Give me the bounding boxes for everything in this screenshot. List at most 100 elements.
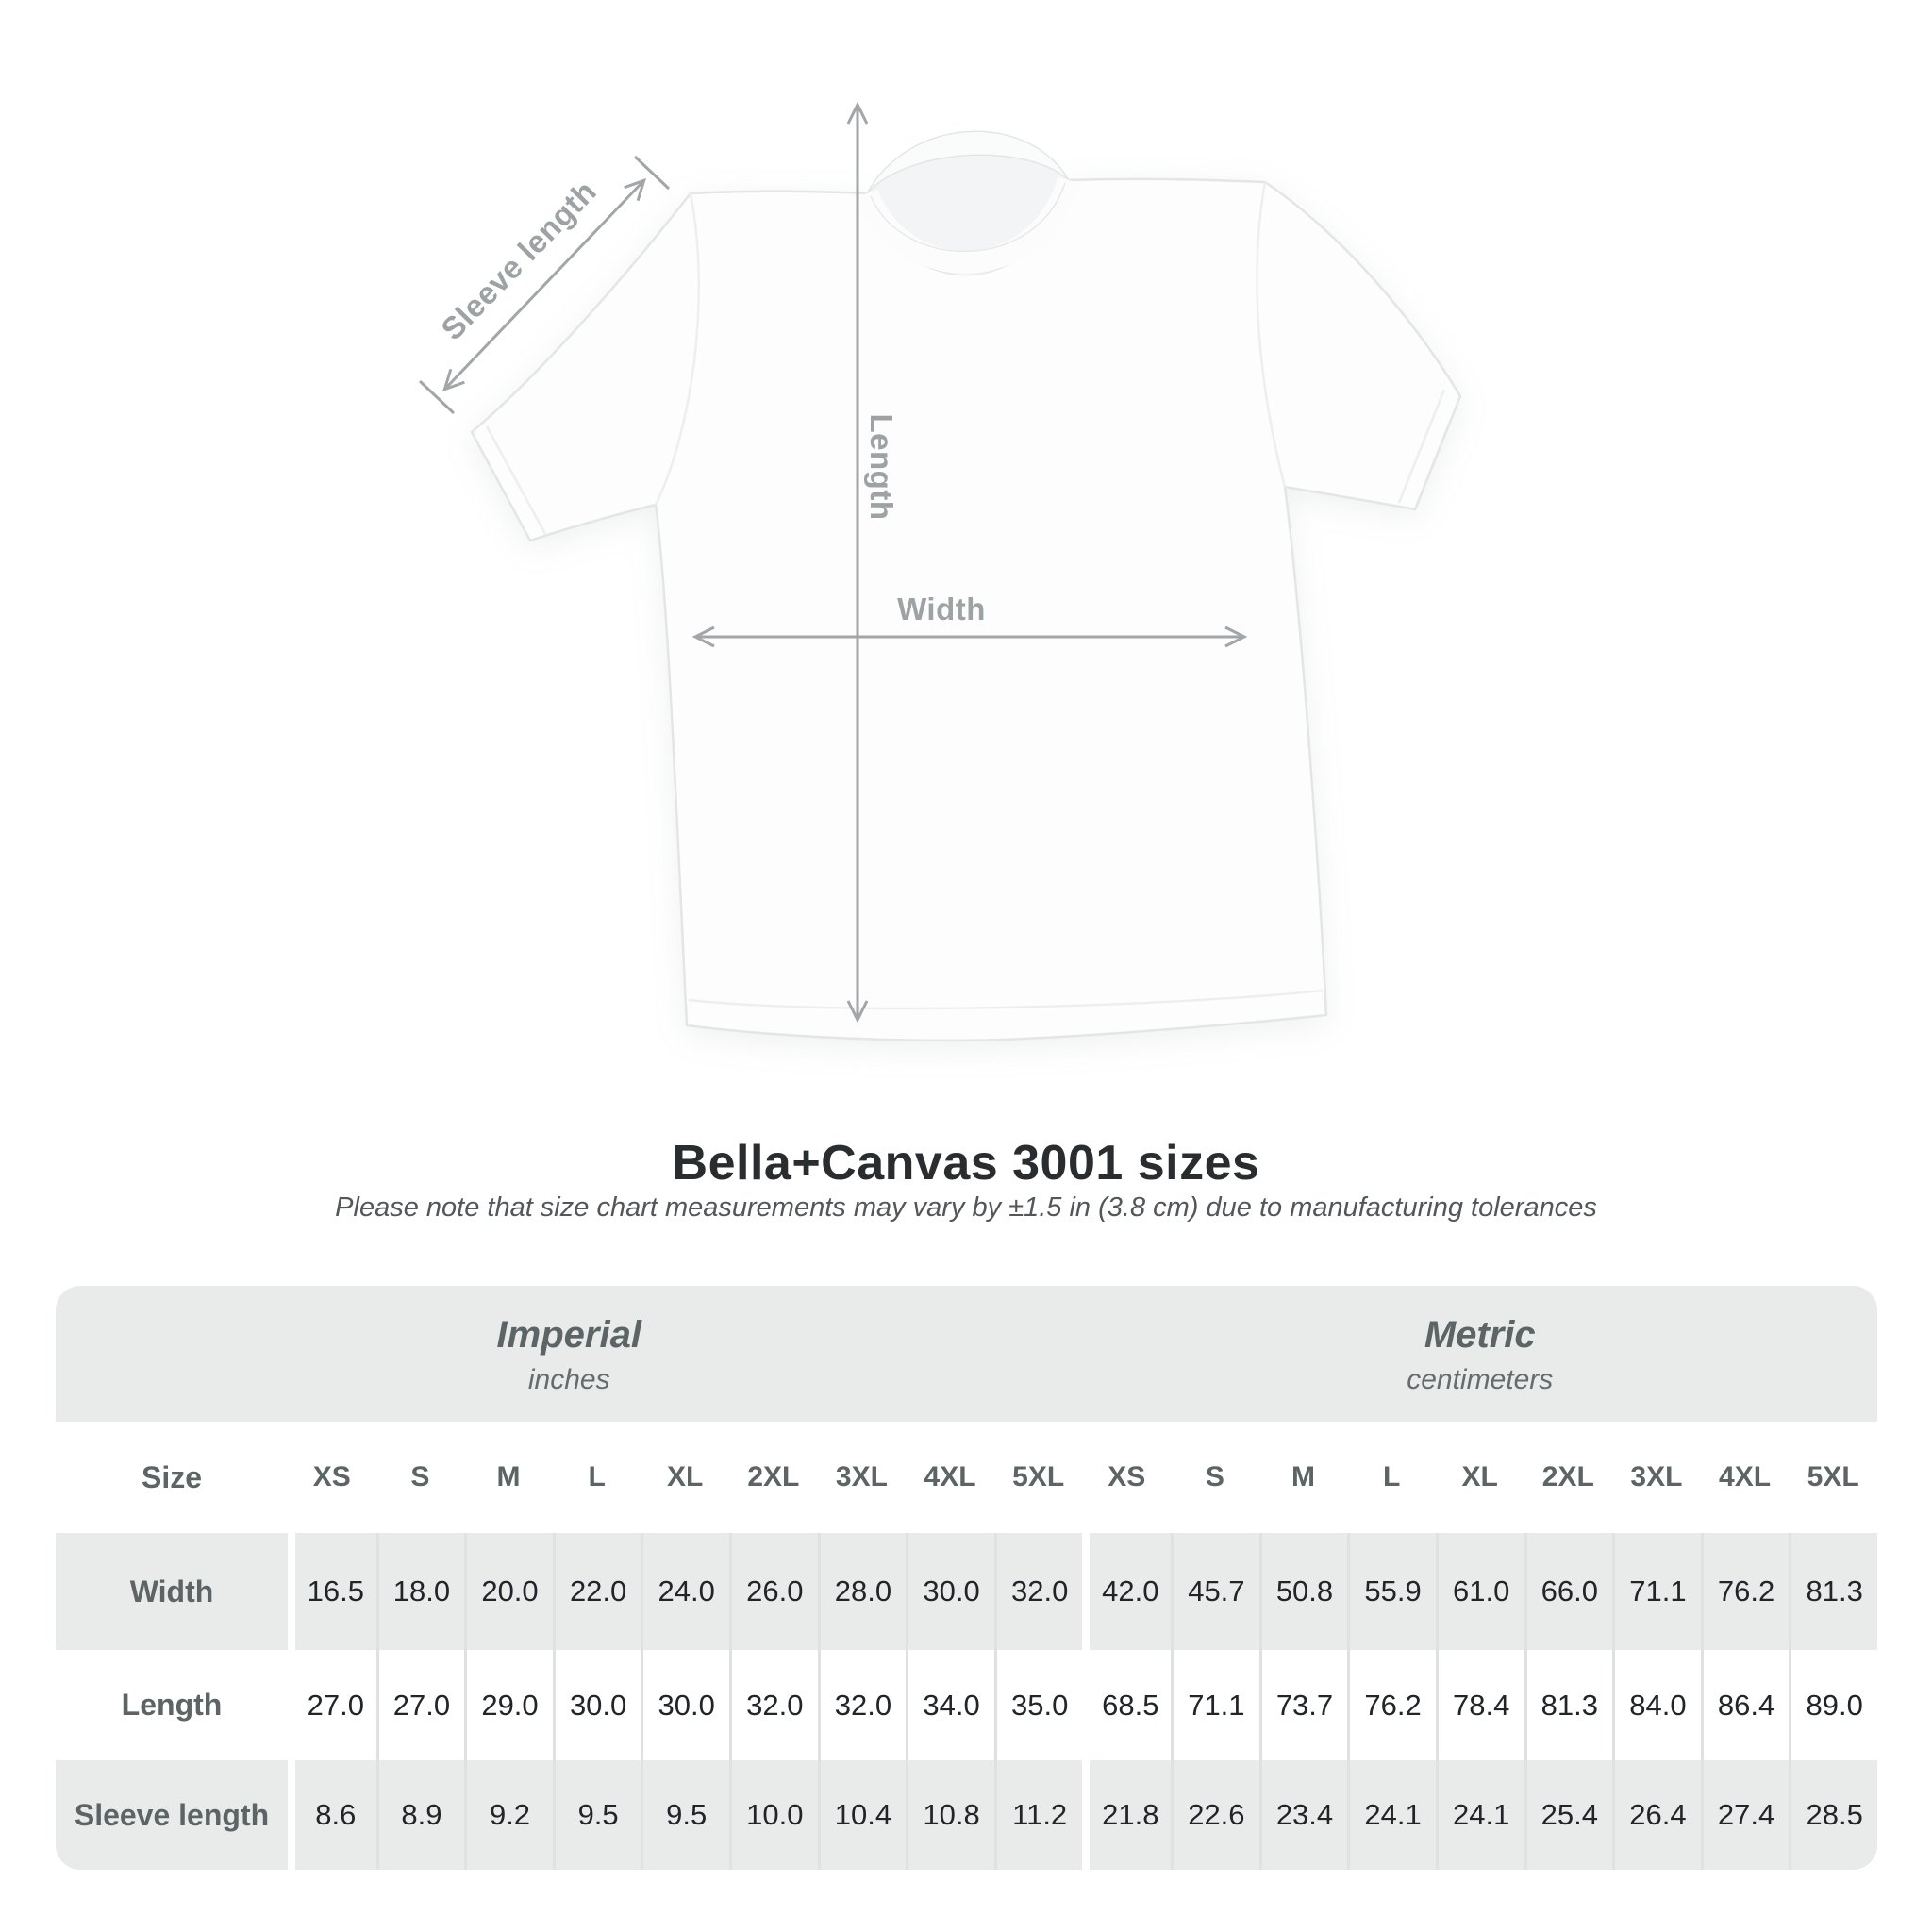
table-cell: 42.0 <box>1082 1533 1172 1650</box>
table-cell: 25.4 <box>1524 1760 1613 1870</box>
table-cell: 73.7 <box>1258 1650 1348 1760</box>
table-cell: 89.0 <box>1789 1650 1877 1760</box>
table-cell: 9.5 <box>552 1760 641 1870</box>
column-header: XS <box>1082 1422 1172 1533</box>
table-cell: 34.0 <box>906 1650 994 1760</box>
unit-group-metric: Metric centimeters <box>1082 1286 1877 1422</box>
column-header: 2XL <box>729 1422 818 1533</box>
sleeve-length-arrow <box>441 177 647 392</box>
table-cell: 66.0 <box>1524 1533 1613 1650</box>
table-cell: 71.1 <box>1171 1650 1259 1760</box>
row-label: Length <box>56 1650 288 1760</box>
column-header: 3XL <box>1612 1422 1701 1533</box>
imperial-group-label: Imperial <box>496 1313 641 1356</box>
row-label: Sleeve length <box>56 1760 288 1870</box>
column-header: XS <box>287 1422 376 1533</box>
table-cell: 81.3 <box>1524 1650 1613 1760</box>
table-cell: 55.9 <box>1347 1533 1436 1650</box>
table-cell: 24.1 <box>1347 1760 1436 1870</box>
column-header: M <box>1258 1422 1348 1533</box>
table-cell: 61.0 <box>1435 1533 1524 1650</box>
table-cell: 10.8 <box>906 1760 994 1870</box>
table-cell: 8.9 <box>375 1760 465 1870</box>
table-cell: 26.4 <box>1612 1760 1701 1870</box>
table-cell: 21.8 <box>1082 1760 1172 1870</box>
column-header: XL <box>641 1422 730 1533</box>
table-cell: 8.6 <box>287 1760 376 1870</box>
table-cell: 27.0 <box>287 1650 376 1760</box>
column-header: 4XL <box>906 1422 994 1533</box>
metric-unit-label: centimeters <box>1407 1363 1554 1395</box>
table-cell: 86.4 <box>1700 1650 1790 1760</box>
sleeve-arrow-tick-top <box>633 155 671 191</box>
table-cell: 81.3 <box>1789 1533 1877 1650</box>
table-cell: 68.5 <box>1082 1650 1172 1760</box>
table-cell: 10.0 <box>729 1760 818 1870</box>
table-cell: 30.0 <box>641 1650 730 1760</box>
table-cell: 76.2 <box>1700 1533 1790 1650</box>
table-cell: 16.5 <box>287 1533 376 1650</box>
table-cell: 9.2 <box>464 1760 553 1870</box>
column-header: M <box>464 1422 553 1533</box>
size-column-header: Size <box>56 1422 288 1533</box>
table-cell: 11.2 <box>993 1760 1083 1870</box>
length-dimension-label: Length <box>864 413 899 521</box>
table-row-length: Length 27.0 27.0 29.0 30.0 30.0 32.0 32.… <box>56 1650 1877 1760</box>
table-cell: 78.4 <box>1435 1650 1524 1760</box>
width-dimension-label: Width <box>897 591 986 626</box>
tshirt-image <box>418 101 1462 1042</box>
tshirt-measurement-diagram: Sleeve length Length Width <box>418 101 1462 1042</box>
table-cell: 84.0 <box>1612 1650 1701 1760</box>
table-cell: 32.0 <box>993 1533 1083 1650</box>
tshirt-body <box>470 177 1462 1042</box>
table-cell: 27.0 <box>375 1650 465 1760</box>
table-cell: 32.0 <box>817 1650 907 1760</box>
unit-group-imperial: Imperial inches <box>56 1286 1083 1422</box>
table-cell: 35.0 <box>993 1650 1083 1760</box>
table-cell: 24.0 <box>641 1533 730 1650</box>
table-cell: 10.4 <box>817 1760 907 1870</box>
table-cell: 26.0 <box>729 1533 818 1650</box>
table-cell: 24.1 <box>1435 1760 1524 1870</box>
table-cell: 29.0 <box>464 1650 553 1760</box>
page-subtitle: Please note that size chart measurements… <box>335 1192 1597 1223</box>
tshirt-seams <box>485 181 1446 1010</box>
table-cell: 76.2 <box>1347 1650 1436 1760</box>
column-header: 5XL <box>1789 1422 1877 1533</box>
table-cell: 27.4 <box>1700 1760 1790 1870</box>
table-cell: 71.1 <box>1612 1533 1701 1650</box>
table-cell: 30.0 <box>552 1650 641 1760</box>
column-header: 2XL <box>1524 1422 1613 1533</box>
imperial-unit-label: inches <box>527 1363 610 1395</box>
table-cell: 28.5 <box>1789 1760 1877 1870</box>
table-cell: 22.6 <box>1171 1760 1259 1870</box>
table-cell: 28.0 <box>817 1533 907 1650</box>
tshirt-back-collar <box>866 130 1070 194</box>
table-row-sleeve-length: Sleeve length 8.6 8.9 9.2 9.5 9.5 10.0 1… <box>56 1760 1877 1870</box>
column-header: 5XL <box>993 1422 1083 1533</box>
table-row-width: Width 16.5 18.0 20.0 22.0 24.0 26.0 28.0… <box>56 1533 1877 1650</box>
table-cell: 9.5 <box>641 1760 730 1870</box>
column-header: L <box>552 1422 641 1533</box>
size-table: Imperial inches Metric centimeters Size … <box>56 1286 1877 1870</box>
table-cell: 30.0 <box>906 1533 994 1650</box>
column-header: 3XL <box>817 1422 907 1533</box>
column-header: L <box>1347 1422 1436 1533</box>
metric-group-label: Metric <box>1424 1313 1536 1356</box>
sleeve-arrow-tick-bottom <box>418 379 456 415</box>
size-table-grid: Imperial inches Metric centimeters Size … <box>56 1286 1877 1870</box>
column-header: S <box>375 1422 465 1533</box>
table-cell: 22.0 <box>552 1533 641 1650</box>
table-cell: 20.0 <box>464 1533 553 1650</box>
column-header: S <box>1171 1422 1259 1533</box>
table-cell: 50.8 <box>1258 1533 1348 1650</box>
table-cell: 32.0 <box>729 1650 818 1760</box>
row-label: Width <box>56 1533 288 1650</box>
table-cell: 23.4 <box>1258 1760 1348 1870</box>
table-cell: 18.0 <box>375 1533 465 1650</box>
tshirt-collar <box>856 176 1080 274</box>
page-title: Bella+Canvas 3001 sizes <box>672 1136 1260 1191</box>
column-header: 4XL <box>1700 1422 1790 1533</box>
table-cell: 45.7 <box>1171 1533 1259 1650</box>
